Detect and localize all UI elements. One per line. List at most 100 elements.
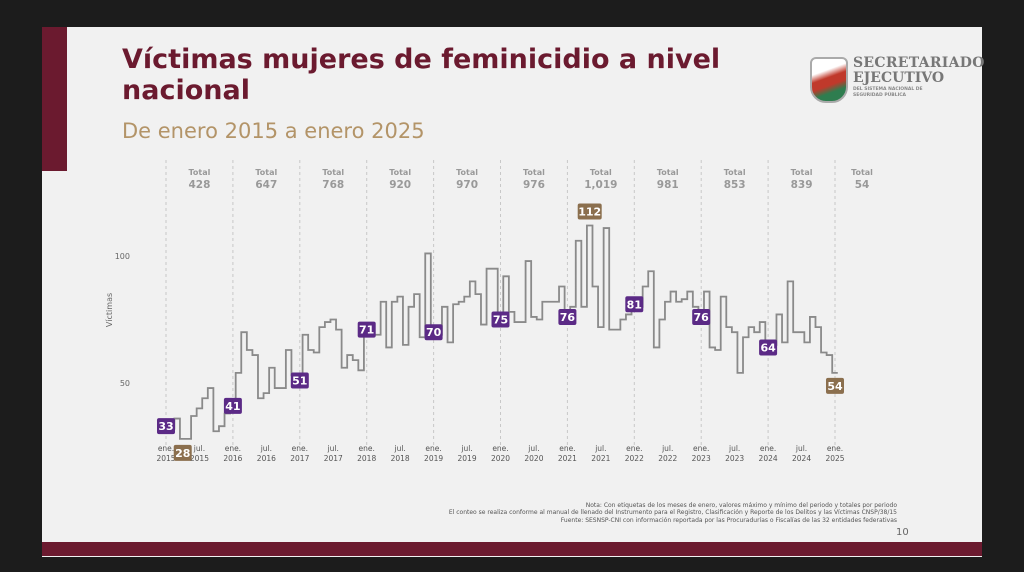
data-label-box	[424, 324, 443, 341]
x-tick-month: jul.	[795, 444, 807, 453]
total-label: Total	[657, 168, 679, 177]
x-tick-year: 2016	[257, 454, 276, 463]
x-tick-year: 2022	[625, 454, 644, 463]
total-label: Total	[255, 168, 277, 177]
x-tick-year: 2019	[424, 454, 443, 463]
x-tick-month: ene.	[760, 444, 776, 453]
x-tick-year: 2017	[324, 454, 343, 463]
x-tick-year: 2019	[458, 454, 477, 463]
x-tick-month: jul.	[193, 444, 205, 453]
x-tick-month: ene.	[626, 444, 642, 453]
x-tick-year: 2023	[692, 454, 711, 463]
total-label: Total	[590, 168, 612, 177]
secretariado-logo: SECRETARIADO EJECUTIVO DEL SISTEMA NACIO…	[810, 55, 984, 105]
data-label: 51	[292, 374, 307, 387]
slide	[42, 27, 982, 557]
x-tick-month: ene.	[225, 444, 241, 453]
data-label-box	[759, 339, 778, 356]
x-tick-month: jul.	[460, 444, 472, 453]
data-label: 112	[578, 206, 601, 219]
x-tick-month: jul.	[527, 444, 539, 453]
total-label: Total	[724, 168, 746, 177]
total-value: 981	[657, 179, 679, 191]
data-label: 54	[827, 380, 843, 393]
x-tick-year: 2017	[290, 454, 309, 463]
total-value: 839	[791, 179, 813, 191]
footnotes: Nota: Con etiquetas de los meses de ener…	[449, 502, 897, 524]
logo-line-3: DEL SISTEMA NACIONAL DE SEGURIDAD PÚBLIC…	[853, 87, 923, 98]
x-tick-month: jul.	[728, 444, 740, 453]
y-tick-label: 100	[115, 252, 130, 261]
data-label: 81	[627, 298, 642, 311]
x-tick-month: ene.	[359, 444, 375, 453]
y-tick-label: 50	[120, 379, 130, 388]
total-label: Total	[389, 168, 411, 177]
x-tick-month: jul.	[327, 444, 339, 453]
data-label-box	[826, 377, 844, 394]
total-value: 976	[523, 179, 545, 191]
x-tick-month: ene.	[827, 444, 843, 453]
data-label-box	[558, 308, 577, 325]
total-label: Total	[189, 168, 211, 177]
total-label: Total	[456, 168, 478, 177]
total-label: Total	[322, 168, 344, 177]
data-label-box	[173, 444, 192, 461]
x-tick-month: jul.	[661, 444, 673, 453]
x-tick-month: ene.	[292, 444, 308, 453]
total-label: Total	[791, 168, 813, 177]
data-label-box	[577, 203, 602, 220]
data-label-box	[692, 308, 711, 325]
data-label-box	[290, 372, 309, 389]
note-line: El conteo se realiza conforme al manual …	[448, 509, 897, 517]
x-tick-year: 2020	[491, 454, 510, 463]
total-label: Total	[851, 168, 873, 177]
logo-line-1: SECRETARIADO	[853, 55, 985, 71]
total-value: 853	[724, 179, 746, 191]
x-tick-month: ene.	[559, 444, 575, 453]
logo-line-2: EJECUTIVO	[853, 70, 945, 86]
data-label: 33	[158, 420, 173, 433]
slide-title: Víctimas mujeres de feminicidio a nivel …	[122, 44, 721, 106]
x-tick-year: 2022	[658, 454, 677, 463]
x-tick-month: ene.	[425, 444, 441, 453]
x-tick-year: 2025	[825, 454, 844, 463]
x-tick-month: jul.	[594, 444, 606, 453]
data-label: 41	[225, 400, 240, 413]
x-tick-year: 2018	[357, 454, 376, 463]
data-label-box	[357, 321, 376, 338]
data-label-box	[625, 296, 644, 313]
x-tick-year: 2015	[190, 454, 209, 463]
total-value: 768	[322, 179, 344, 191]
data-label: 76	[694, 311, 710, 324]
data-label: 64	[760, 341, 776, 354]
total-label: Total	[523, 168, 545, 177]
x-tick-year: 2021	[591, 454, 610, 463]
total-value: 920	[389, 179, 411, 191]
total-value: 428	[188, 179, 210, 191]
x-tick-year: 2023	[725, 454, 744, 463]
x-tick-year: 2016	[223, 454, 242, 463]
x-tick-month: jul.	[260, 444, 272, 453]
data-label: 71	[359, 324, 374, 337]
x-tick-month: ene.	[693, 444, 709, 453]
data-label-box	[491, 311, 510, 328]
shield-icon	[810, 57, 848, 103]
data-label-box	[223, 397, 242, 414]
data-label: 75	[493, 314, 508, 327]
x-tick-year: 2024	[759, 454, 778, 463]
x-tick-year: 2024	[792, 454, 811, 463]
total-value: 54	[855, 179, 870, 191]
x-tick-year: 2021	[558, 454, 577, 463]
x-tick-month: ene.	[492, 444, 508, 453]
x-tick-year: 2020	[524, 454, 543, 463]
page-number: 10	[896, 527, 909, 538]
x-tick-month: jul.	[393, 444, 405, 453]
y-axis-label: Víctimas	[105, 293, 114, 327]
data-label: 70	[426, 326, 442, 339]
data-label-box	[157, 418, 175, 435]
note-line: Fuente: SESNSP-CNI con información repor…	[560, 516, 897, 524]
total-value: 647	[255, 179, 277, 191]
total-value: 970	[456, 179, 478, 191]
brand-side-bar	[42, 27, 67, 171]
